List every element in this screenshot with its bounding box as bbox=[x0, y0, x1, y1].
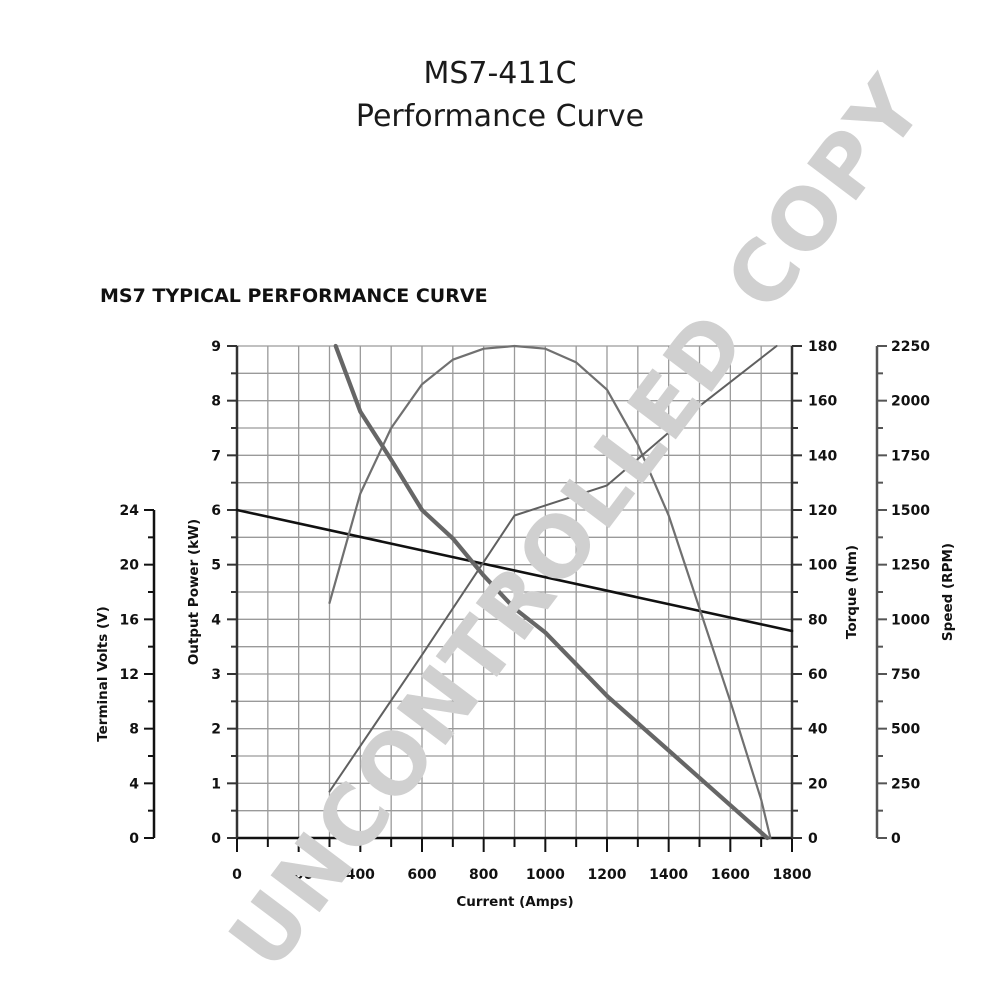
torque-tick-label: 180 bbox=[808, 339, 837, 355]
torque-series-line bbox=[328, 345, 778, 793]
x-tick-label: 1000 bbox=[526, 867, 565, 883]
x-tick-label: 800 bbox=[469, 867, 498, 883]
chart-title: MS7-411C bbox=[423, 56, 577, 91]
volts-tick-label: 8 bbox=[129, 722, 139, 738]
torque-tick-label: 60 bbox=[808, 667, 828, 683]
power-tick-label: 8 bbox=[211, 394, 221, 410]
power-tick-label: 6 bbox=[211, 503, 221, 519]
power-tick-label: 0 bbox=[211, 831, 221, 847]
volts-tick-label: 20 bbox=[120, 558, 140, 574]
speed-tick-label: 750 bbox=[891, 667, 920, 683]
speed-tick-label: 500 bbox=[891, 722, 920, 738]
volts-tick-label: 16 bbox=[120, 612, 139, 628]
torque-tick-label: 100 bbox=[808, 558, 837, 574]
x-tick-label: 1600 bbox=[711, 867, 750, 883]
volts-tick-label: 4 bbox=[129, 776, 139, 792]
volts-axis-label: Terminal Volts (V) bbox=[95, 606, 111, 742]
speed-tick-label: 2250 bbox=[891, 339, 930, 355]
power-tick-label: 5 bbox=[211, 558, 221, 574]
torque-tick-label: 140 bbox=[808, 448, 837, 464]
speed-tick-label: 250 bbox=[891, 776, 920, 792]
speed-tick-label: 1000 bbox=[891, 612, 930, 628]
x-tick-label: 200 bbox=[284, 867, 313, 883]
power-axis-label: Output Power (kW) bbox=[186, 519, 202, 665]
speed-tick-label: 1500 bbox=[891, 503, 930, 519]
title-block: MS7-411C Performance Curve bbox=[0, 52, 1000, 138]
x-tick-label: 1400 bbox=[649, 867, 688, 883]
power-tick-label: 7 bbox=[211, 448, 221, 464]
axes: 0 200 400 600 800 1000 1200 1400 1600 18000123456… bbox=[120, 339, 931, 883]
speed-series-line bbox=[333, 343, 770, 841]
torque-tick-label: 120 bbox=[808, 503, 837, 519]
torque-tick-label: 40 bbox=[808, 722, 828, 738]
power-tick-label: 9 bbox=[211, 339, 221, 355]
volts-tick-label: 12 bbox=[120, 667, 139, 683]
power-tick-label: 4 bbox=[211, 612, 221, 628]
power-tick-label: 3 bbox=[211, 667, 221, 683]
volts-tick-label: 0 bbox=[129, 831, 139, 847]
x-tick-label: 400 bbox=[346, 867, 375, 883]
speed-tick-label: 1250 bbox=[891, 558, 930, 574]
chart-title-subline: Performance Curve bbox=[355, 99, 645, 134]
speed-tick-label: 2000 bbox=[891, 394, 930, 410]
speed-tick-label: 1750 bbox=[891, 448, 930, 464]
torque-tick-label: 20 bbox=[808, 776, 828, 792]
series-lines bbox=[235, 343, 794, 841]
torque-tick-label: 0 bbox=[808, 831, 818, 847]
power-tick-label: 2 bbox=[211, 722, 221, 738]
x-tick-label: 600 bbox=[407, 867, 436, 883]
power-tick-label: 1 bbox=[211, 776, 221, 792]
power-series-line bbox=[328, 344, 772, 840]
speed-tick-label: 0 bbox=[891, 831, 901, 847]
torque-tick-label: 160 bbox=[808, 394, 837, 410]
x-tick-label: 0 bbox=[232, 867, 242, 883]
chart-subtitle: MS7 TYPICAL PERFORMANCE CURVE bbox=[100, 285, 488, 307]
torque-axis-label: Torque (Nm) bbox=[844, 545, 860, 639]
speed-axis-label: Speed (RPM) bbox=[940, 543, 956, 641]
x-axis-label: Current (Amps) bbox=[456, 894, 573, 910]
x-tick-label: 1800 bbox=[773, 867, 812, 883]
volts-tick-label: 24 bbox=[120, 503, 140, 519]
x-tick-label: 1200 bbox=[588, 867, 627, 883]
torque-tick-label: 80 bbox=[808, 612, 828, 628]
watermark: UNCONTROLLED COPY bbox=[210, 59, 943, 987]
